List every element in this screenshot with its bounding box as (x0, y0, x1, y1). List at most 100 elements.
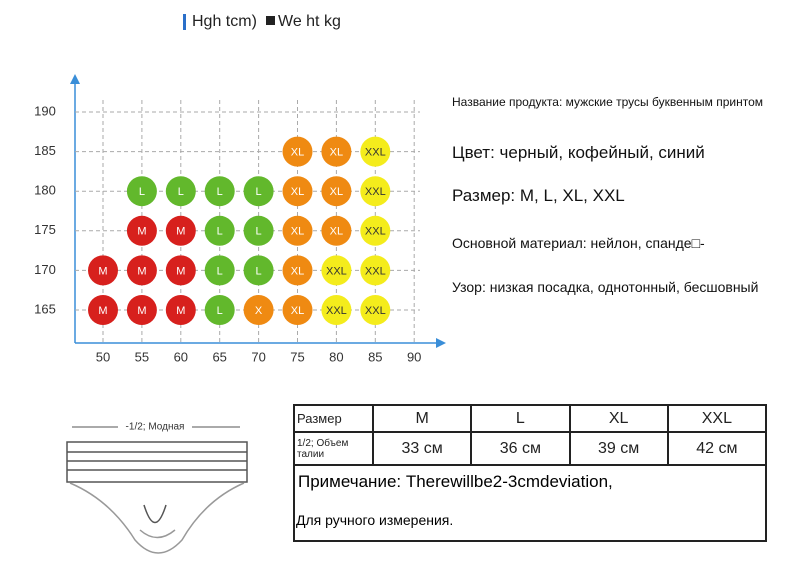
size-label: M (98, 265, 107, 277)
y-arrow (70, 74, 80, 84)
x-tick-label: 55 (135, 349, 149, 364)
size-label: L (217, 305, 223, 317)
size-dot (165, 255, 196, 286)
size-dot (165, 176, 196, 207)
size-label: M (176, 226, 185, 238)
table-cell: Размер (293, 404, 374, 433)
size-dot (88, 295, 118, 325)
legend-weight: We ht kg (278, 13, 341, 30)
table-row: Размер M L XL XXL (293, 404, 768, 433)
size-label: L (178, 186, 184, 198)
table-cell: 42 см (666, 431, 768, 466)
size-dot (243, 295, 274, 325)
size-dot (204, 255, 235, 286)
table-cell: 36 см (470, 431, 571, 466)
size-label: XL (330, 226, 343, 238)
size-dot (282, 255, 313, 286)
size-dot (360, 136, 391, 167)
size-dot (165, 295, 196, 325)
x-tick-label: 75 (290, 349, 304, 364)
y-tick-label: 175 (34, 222, 56, 237)
size-dot (126, 176, 157, 207)
product-size: Размер: M, L, XL, XXL (452, 186, 625, 205)
note-box: Примечание: Therewillbe2-3cmdeviation, Д… (293, 464, 767, 542)
size-label: L (256, 226, 262, 238)
table-cell: L (470, 404, 571, 433)
size-label: L (256, 265, 262, 277)
table-cell: XXL (666, 404, 768, 433)
size-label: L (139, 186, 145, 198)
product-pattern: Узор: низкая посадка, однотонный, бесшов… (452, 279, 759, 295)
table-cell: 1/2; Объем талии (293, 431, 374, 466)
size-dot (360, 176, 391, 207)
size-label: XXL (365, 305, 386, 317)
legend-bar (183, 14, 186, 30)
x-tick-label: 70 (251, 349, 265, 364)
size-label: M (137, 226, 146, 238)
size-label: XXL (365, 265, 386, 277)
size-label: L (256, 186, 262, 198)
size-label: M (137, 265, 146, 277)
size-label: XL (291, 265, 304, 277)
table-cell: 39 см (568, 431, 669, 466)
size-dot (243, 176, 274, 207)
size-label: M (176, 305, 185, 317)
y-tick-label: 165 (34, 301, 56, 316)
y-tick-label: 180 (34, 183, 56, 198)
legend-square (266, 16, 275, 25)
x-tick-label: 60 (174, 349, 188, 364)
table-cell: 33 см (371, 431, 473, 466)
x-tick-label: 90 (407, 349, 421, 364)
size-dot (282, 215, 313, 246)
size-dot (321, 136, 352, 167)
size-label: L (217, 186, 223, 198)
size-dot (282, 136, 313, 167)
note2: Для ручного измерения. (296, 512, 454, 528)
size-dot (126, 255, 157, 286)
size-dot (88, 255, 118, 286)
product-name: Название продукта: мужские трусы буквенн… (452, 95, 764, 109)
size-label: XL (330, 147, 343, 159)
size-dot (321, 176, 352, 207)
y-tick-label: 185 (34, 143, 56, 158)
y-tick-label: 190 (34, 103, 56, 118)
x-tick-label: 80 (329, 349, 343, 364)
size-label: XL (291, 226, 304, 238)
size-label: XXL (365, 147, 386, 159)
drawing-label: -1/2; Модная (126, 422, 185, 433)
size-table: Размер M L XL XXL 1/2; Объем талии 33 см 36 см 3… (293, 404, 768, 466)
note: Примечание: Therewillbe2-3cmdeviation, (298, 472, 613, 491)
size-label: L (217, 265, 223, 277)
x-tick-label: 65 (212, 349, 226, 364)
size-label: XL (330, 186, 343, 198)
x-tick-label: 85 (368, 349, 382, 364)
size-dot (360, 295, 391, 325)
table-cell: M (371, 404, 473, 433)
size-dot (165, 215, 196, 246)
size-label: M (98, 305, 107, 317)
size-dot (321, 215, 352, 246)
size-label: XXL (326, 265, 347, 277)
size-dot (243, 215, 274, 246)
size-dot (321, 255, 352, 286)
size-dot (126, 295, 157, 325)
underwear-drawing (66, 426, 248, 554)
size-label: M (137, 305, 146, 317)
size-label: M (176, 265, 185, 277)
size-dot (282, 176, 313, 207)
size-dot (204, 176, 235, 207)
size-label: XL (291, 186, 304, 198)
size-dot (243, 255, 274, 286)
table-cell: XL (568, 404, 669, 433)
size-label: XL (291, 305, 304, 317)
product-material: Основной материал: нейлон, спанде□- (452, 235, 705, 251)
size-dot (282, 295, 313, 325)
size-dot (360, 215, 391, 246)
size-label: X (255, 305, 263, 317)
product-color: Цвет: черный, кофейный, синий (452, 143, 705, 162)
size-label: XXL (326, 305, 347, 317)
size-label: XXL (365, 226, 386, 238)
size-label: L (217, 226, 223, 238)
